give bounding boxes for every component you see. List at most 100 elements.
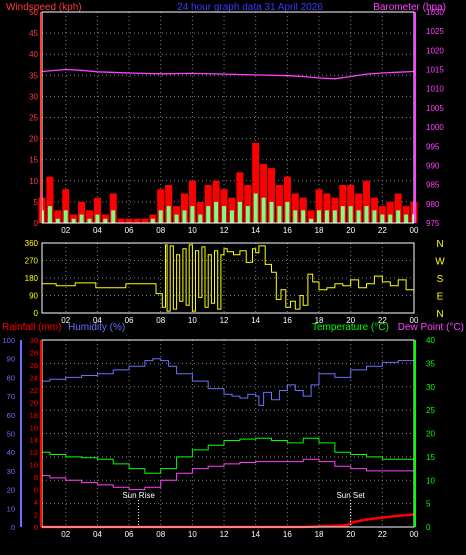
average-wind-bar xyxy=(285,201,290,223)
gust-bar xyxy=(109,193,117,223)
hour-tick-label: 12 xyxy=(220,226,229,235)
gust-bar xyxy=(196,201,204,223)
average-wind-bar xyxy=(332,210,337,223)
rain-tick-label: 2 xyxy=(34,511,38,520)
rain-tick-label: 0 xyxy=(34,523,38,532)
gust-bar xyxy=(78,201,86,223)
baro-tick-label: 1025 xyxy=(426,27,444,36)
gust-bar xyxy=(323,193,331,223)
average-wind-bar xyxy=(214,201,219,223)
rain-tick-label: 22 xyxy=(30,386,38,395)
rain-tick-label: 28 xyxy=(30,348,38,357)
compass-label: W xyxy=(435,257,445,268)
gust-bar xyxy=(339,185,347,223)
average-wind-bar xyxy=(340,206,345,223)
humidity-axis-title: Humidity (%) xyxy=(68,322,125,333)
hour-tick-label: 18 xyxy=(315,226,324,235)
temp-tick-label: 40 xyxy=(426,336,435,345)
baro-tick-label: 1005 xyxy=(426,104,444,113)
average-wind-bar xyxy=(174,214,179,223)
hour-tick-label: 22 xyxy=(378,226,387,235)
rain-tick-label: 26 xyxy=(30,361,38,370)
humidity-tick-label: 70 xyxy=(7,392,15,401)
chart-title: 24 hour graph data 31 April 2026 xyxy=(177,2,323,13)
gust-bar xyxy=(315,189,323,223)
average-wind-bar xyxy=(317,210,322,223)
humidity-tick-label: 0 xyxy=(11,523,15,532)
hour-tick-label: 02 xyxy=(61,530,70,539)
rain-tick-label: 16 xyxy=(30,423,38,432)
hour-tick-label: 16 xyxy=(283,316,292,325)
wind-tick-label: 25 xyxy=(29,114,38,123)
rain-tick-label: 10 xyxy=(30,461,38,470)
hour-tick-label: 02 xyxy=(61,226,70,235)
humidity-tick-label: 50 xyxy=(7,430,15,439)
hour-tick-label: 14 xyxy=(251,316,260,325)
hour-tick-label: 02 xyxy=(61,316,70,325)
dewpoint-line xyxy=(42,458,414,491)
hour-tick-label: 16 xyxy=(283,226,292,235)
compass-label: S xyxy=(437,274,444,285)
average-wind-bar xyxy=(47,206,52,223)
barometer-line xyxy=(41,68,415,80)
hour-tick-label: 20 xyxy=(346,530,355,539)
gust-bar xyxy=(165,185,173,223)
baro-axis-title: Barometer (hpa) xyxy=(373,2,446,13)
gust-bar xyxy=(394,193,402,223)
average-wind-bar xyxy=(87,218,92,223)
average-wind-bar xyxy=(222,206,227,223)
gust-bar xyxy=(125,218,133,223)
average-wind-bar xyxy=(150,218,155,223)
baro-tick-label: 1010 xyxy=(426,85,444,94)
gust-bar xyxy=(54,210,62,223)
hour-tick-label: 20 xyxy=(346,316,355,325)
average-wind-bar xyxy=(55,218,60,223)
average-wind-bar xyxy=(261,197,266,223)
rain-tick-label: 18 xyxy=(30,411,38,420)
rain-tick-label: 24 xyxy=(30,373,38,382)
gust-bar xyxy=(275,185,283,223)
wind-tick-label: 5 xyxy=(34,198,39,207)
hour-tick-label: 12 xyxy=(220,530,229,539)
hour-tick-label: 16 xyxy=(283,530,292,539)
average-wind-bar xyxy=(324,210,329,223)
average-wind-bar xyxy=(388,214,393,223)
average-wind-bar xyxy=(166,206,171,223)
humidity-tick-label: 80 xyxy=(7,373,15,382)
humidity-tick-label: 10 xyxy=(7,504,15,513)
gust-bar xyxy=(355,193,363,223)
gust-bar xyxy=(244,185,252,223)
gust-bar xyxy=(62,189,70,223)
temperature-line xyxy=(42,437,414,474)
humidity-tick-label: 60 xyxy=(7,411,15,420)
hour-tick-label: 14 xyxy=(251,530,260,539)
average-wind-bar xyxy=(356,210,361,223)
average-wind-bar xyxy=(245,206,250,223)
gust-bar xyxy=(133,218,141,223)
baro-tick-label: 1015 xyxy=(426,66,444,75)
hour-tick-label: 06 xyxy=(125,226,134,235)
hour-tick-label: 06 xyxy=(125,316,134,325)
gust-bar xyxy=(268,168,276,223)
average-wind-bar xyxy=(71,218,76,223)
rain-tick-label: 4 xyxy=(34,498,38,507)
gust-bar xyxy=(260,163,268,223)
direction-tick-label: 270 xyxy=(25,257,39,266)
gust-bar xyxy=(386,201,394,223)
humidity-tick-label: 100 xyxy=(2,336,15,345)
humidity-tick-label: 20 xyxy=(7,486,15,495)
hour-tick-label: 18 xyxy=(315,530,324,539)
average-wind-bar xyxy=(182,210,187,223)
compass-label: N xyxy=(436,239,443,250)
average-wind-bar xyxy=(103,218,108,223)
rain-axis-title: Rainfall (mm) xyxy=(2,322,61,333)
average-wind-bar xyxy=(63,210,68,223)
wind-tick-label: 35 xyxy=(29,71,38,80)
average-wind-bar xyxy=(190,206,195,223)
gust-bar xyxy=(141,218,149,223)
rain-tick-label: 30 xyxy=(30,336,38,345)
gust-bar xyxy=(283,176,291,223)
average-wind-bar xyxy=(79,214,84,223)
hour-tick-label: 08 xyxy=(156,316,165,325)
hour-tick-label: 20 xyxy=(346,226,355,235)
